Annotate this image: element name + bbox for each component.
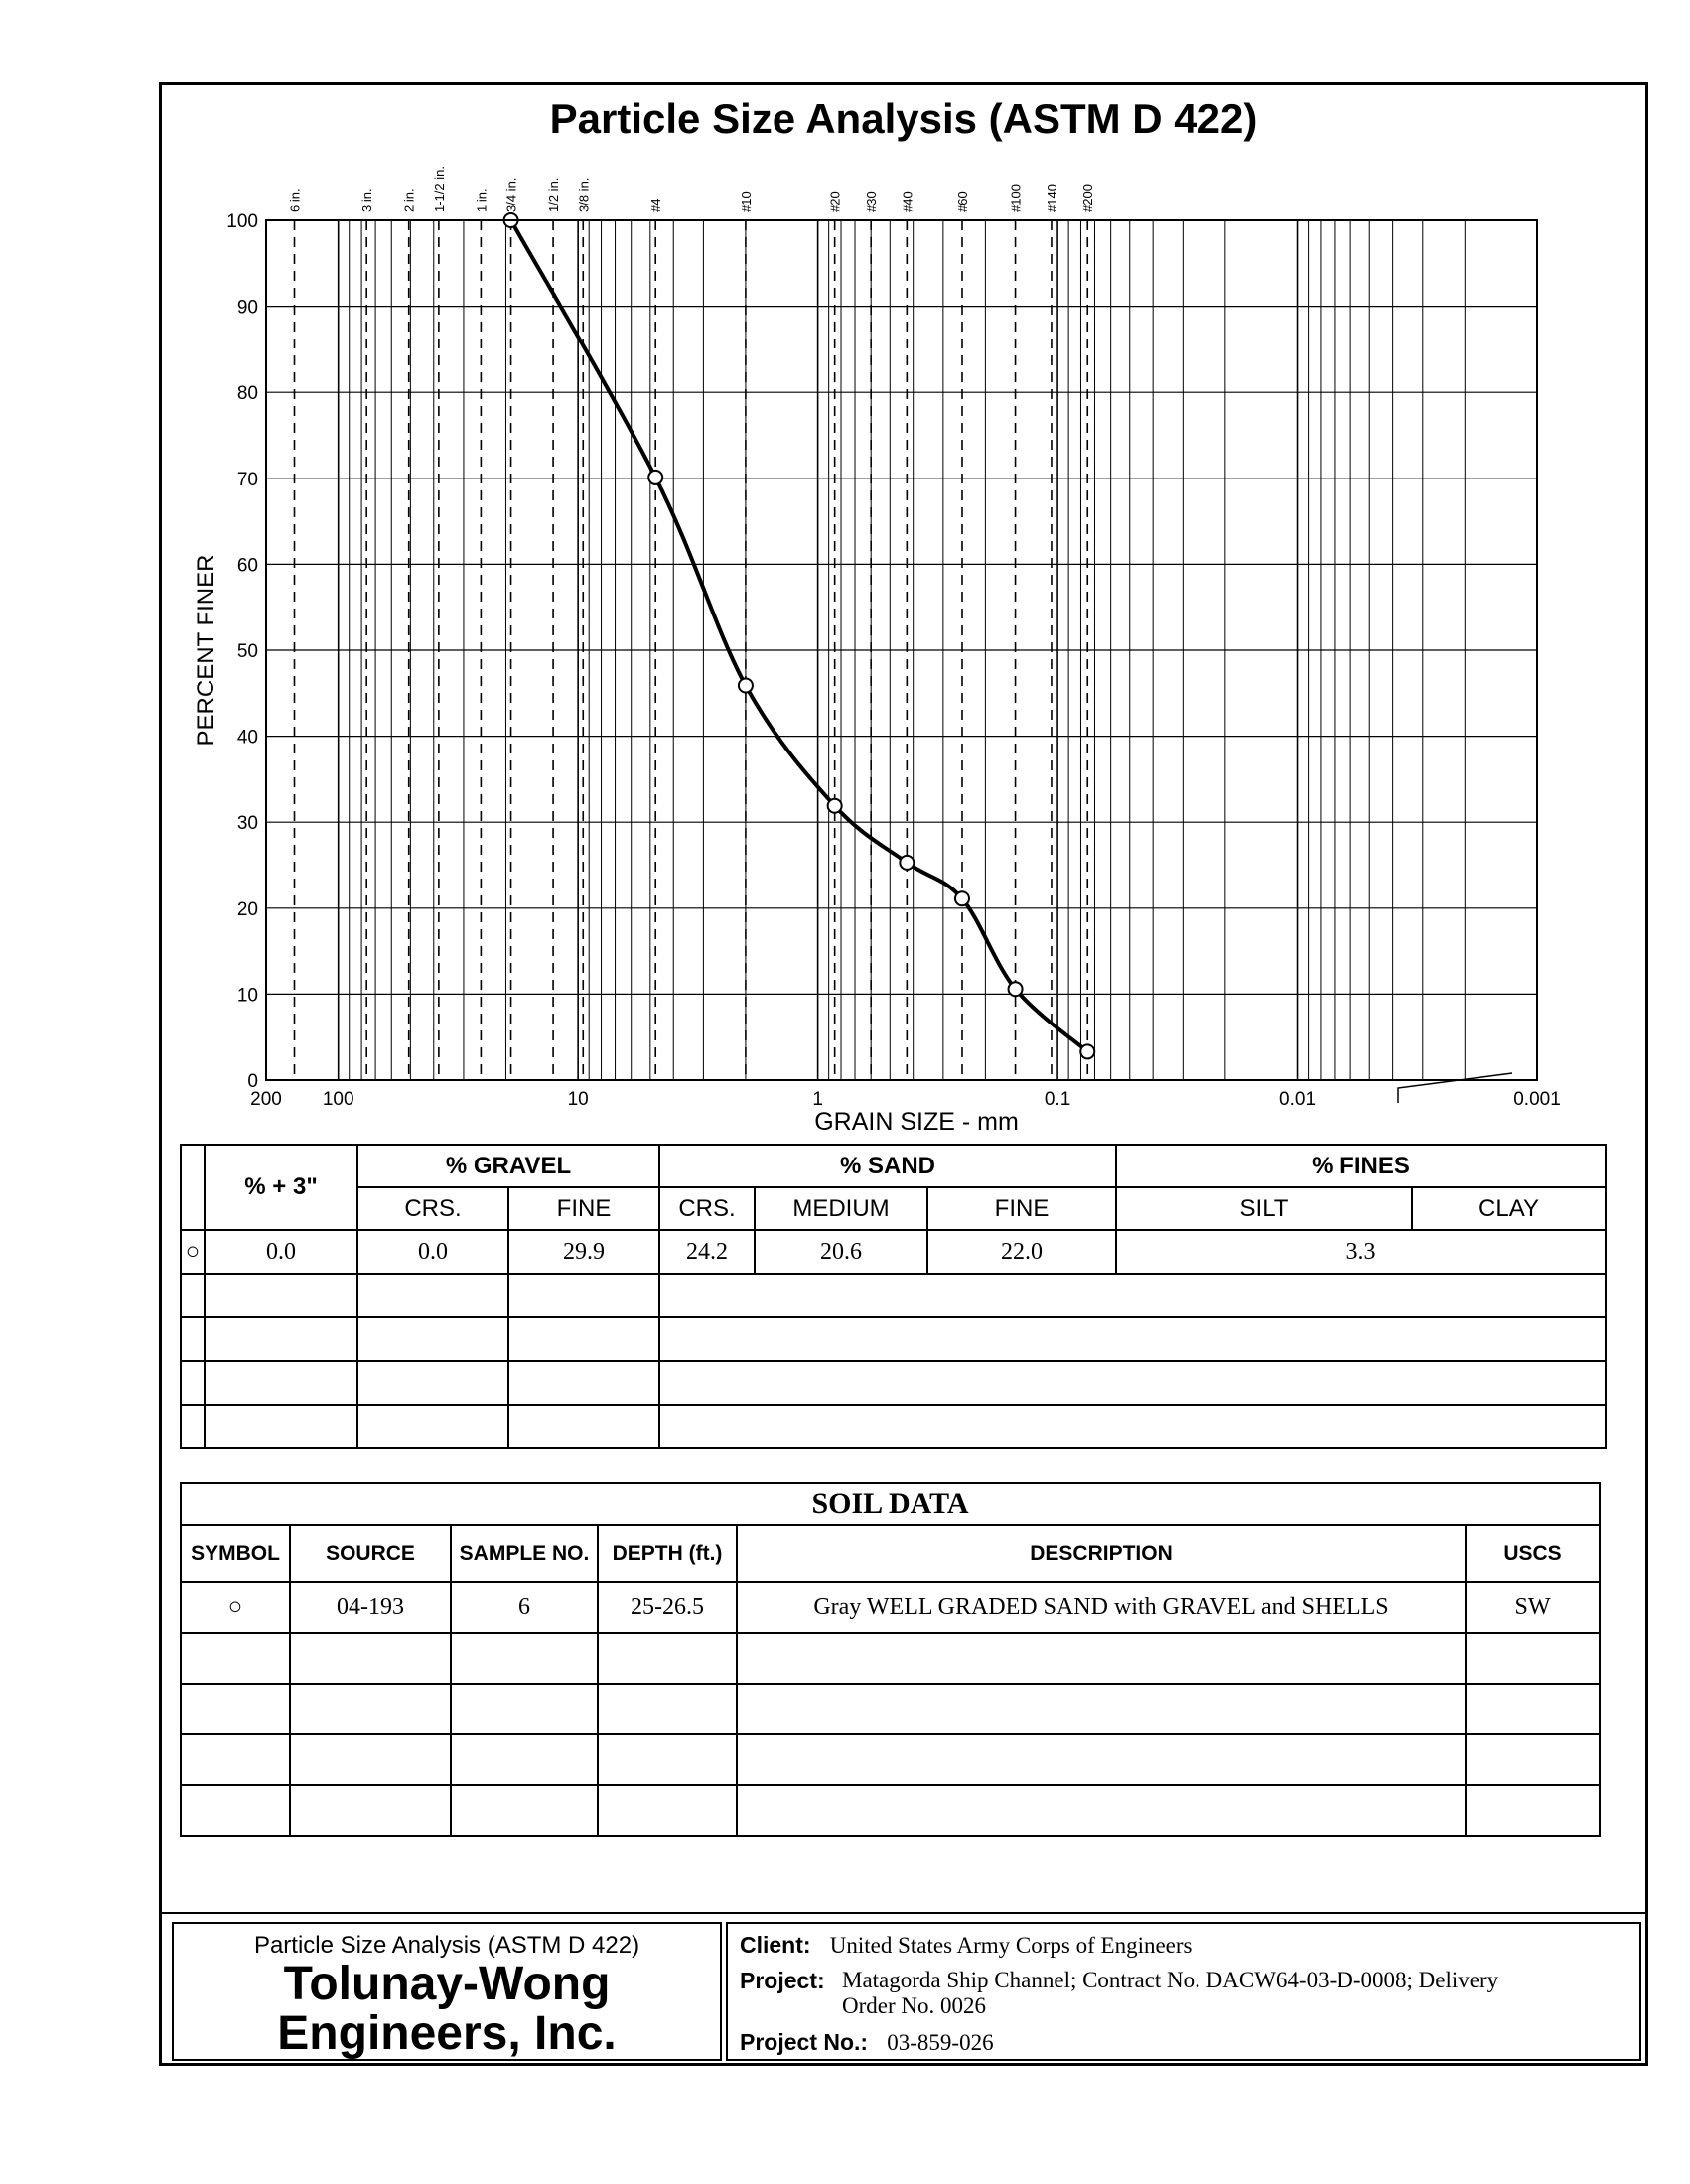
sieve-label: 3/8 in. xyxy=(576,178,591,212)
plus3-header: % + 3" xyxy=(204,1144,358,1231)
title-block: Particle Size Analysis (ASTM D 422) Tolu… xyxy=(162,1912,1645,2065)
sieve-label: #140 xyxy=(1045,184,1059,212)
gravel-header: % GRAVEL xyxy=(356,1144,660,1188)
project-value-line1: Matagorda Ship Channel; Contract No. DAC… xyxy=(842,1968,1499,1992)
gravel-fine-header: FINE xyxy=(507,1186,660,1231)
clay-header: CLAY xyxy=(1411,1186,1607,1231)
footer-subtitle: Particle Size Analysis (ASTM D 422) xyxy=(253,1932,640,1959)
sand-crs-header: CRS. xyxy=(658,1186,756,1231)
y-tick-label: 100 xyxy=(226,211,258,232)
table-row xyxy=(180,1632,1601,1685)
table-row xyxy=(180,1733,1601,1786)
company-name-line1: Tolunay-Wong xyxy=(283,1958,611,2010)
project-label: Project: xyxy=(740,1968,825,1993)
soil-data-title: SOIL DATA xyxy=(180,1482,1601,1526)
table-row: ○ 04-193 6 25-26.5 Gray WELL GRADED SAND… xyxy=(180,1581,1601,1634)
project-value-line2: Order No. 0026 xyxy=(842,1993,986,2018)
data-point xyxy=(737,677,754,694)
sieve-label: #10 xyxy=(739,191,754,212)
project-no-label: Project No.: xyxy=(740,2029,869,2055)
y-tick-label: 40 xyxy=(237,728,258,749)
silt-header: SILT xyxy=(1115,1186,1413,1231)
grain-size-chart: 6 in. 3 in. 2 in. 1-1/2 in. 1 in. 3/4 in. 1/2 … xyxy=(193,166,1561,1136)
sieve-label: #60 xyxy=(955,191,970,212)
client-label: Client: xyxy=(740,1932,811,1958)
x-tick-label: 0.1 xyxy=(1045,1089,1070,1110)
project-box: Client: United States Army Corps of Engi… xyxy=(726,1922,1641,2061)
chart-title: Particle Size Analysis (ASTM D 422) xyxy=(549,95,1258,142)
x-tick-label: 0.01 xyxy=(1279,1089,1316,1110)
gravel-crs-header: CRS. xyxy=(356,1186,509,1231)
sieve-label: 1/2 in. xyxy=(546,178,561,212)
x-tick-label: 10 xyxy=(568,1089,589,1110)
y-tick-label: 50 xyxy=(237,641,258,662)
gradation-curve xyxy=(508,219,1089,1053)
gradation-table: % + 3" % GRAVEL % SAND % FINES CRS. FINE… xyxy=(180,1144,1607,1449)
data-point xyxy=(647,469,664,485)
sieve-label: 3 in. xyxy=(359,188,374,212)
table-row xyxy=(180,1273,1607,1318)
x-tick-label: 200 xyxy=(250,1089,282,1110)
table-row xyxy=(180,1404,1607,1449)
table-row xyxy=(180,1683,1601,1735)
sand-medium-header: MEDIUM xyxy=(754,1186,928,1231)
soil-data-table: SOIL DATA SYMBOL SOURCE SAMPLE NO. DEPTH… xyxy=(180,1482,1601,1837)
y-tick-label: 80 xyxy=(237,383,258,404)
hydrometer-bracket xyxy=(1397,1072,1513,1103)
x-tick-label: 100 xyxy=(323,1089,354,1110)
sand-fine-header: FINE xyxy=(926,1186,1117,1231)
data-point xyxy=(1079,1043,1096,1060)
sieve-label: 2 in. xyxy=(402,188,417,212)
y-axis-label: PERCENT FINER xyxy=(193,555,219,747)
sieve-label: 1-1/2 in. xyxy=(432,166,447,212)
x-tick-label: 0.001 xyxy=(1513,1089,1561,1110)
project-no-value: 03-859-026 xyxy=(887,2030,994,2055)
table-row xyxy=(180,1316,1607,1362)
client-value: United States Army Corps of Engineers xyxy=(829,1933,1193,1958)
table-row xyxy=(180,1360,1607,1406)
sand-header: % SAND xyxy=(658,1144,1117,1188)
sieve-label: #100 xyxy=(1009,184,1024,212)
report-sheet: Particle Size Analysis (ASTM D 422) 6 in… xyxy=(159,82,1648,2066)
sieve-label: #4 xyxy=(648,199,663,212)
y-tick-label: 60 xyxy=(237,555,258,576)
data-point xyxy=(826,797,843,814)
y-tick-label: 20 xyxy=(237,899,258,920)
y-tick-label: 0 xyxy=(247,1071,258,1092)
sieve-label: #20 xyxy=(828,191,843,212)
company-box: Particle Size Analysis (ASTM D 422) Tolu… xyxy=(172,1922,722,2061)
sieve-label: #200 xyxy=(1080,184,1095,212)
company-name-line2: Engineers, Inc. xyxy=(277,2007,617,2060)
y-tick-label: 90 xyxy=(237,298,258,319)
table-row: ○ 0.0 0.0 29.9 24.2 20.6 22.0 3.3 xyxy=(180,1229,1607,1275)
table-row xyxy=(180,1784,1601,1837)
data-point xyxy=(899,854,915,871)
sieve-label: 6 in. xyxy=(288,188,303,212)
y-tick-label: 30 xyxy=(237,813,258,834)
data-point xyxy=(953,890,970,907)
sieve-label: 3/4 in. xyxy=(504,178,519,212)
plot-frame xyxy=(265,219,1538,1081)
sieve-label: 1 in. xyxy=(474,188,489,212)
x-axis-label: GRAIN SIZE - mm xyxy=(814,1108,1019,1136)
sieve-label: #40 xyxy=(900,191,915,212)
data-point xyxy=(1007,981,1024,998)
symbol-cell: ○ xyxy=(180,1229,206,1275)
y-tick-label: 70 xyxy=(237,470,258,490)
y-tick-label: 10 xyxy=(237,985,258,1006)
sieve-label: #30 xyxy=(864,191,879,212)
fines-header: % FINES xyxy=(1115,1144,1607,1188)
x-tick-label: 1 xyxy=(812,1089,823,1110)
